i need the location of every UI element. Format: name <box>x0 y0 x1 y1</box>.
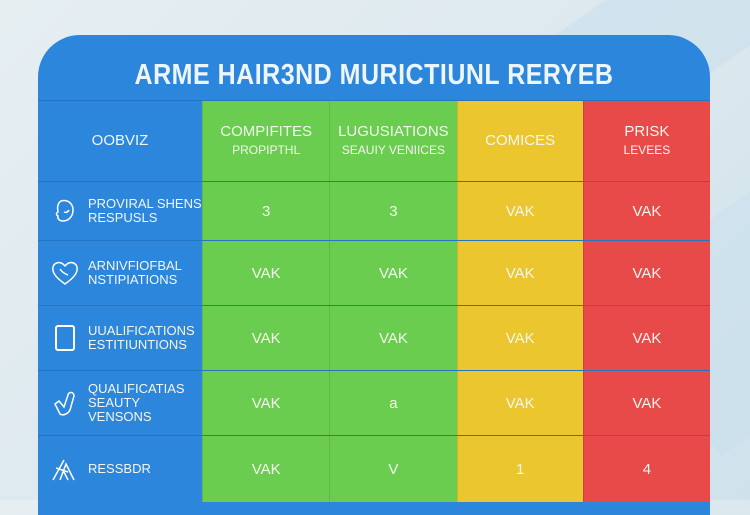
row-label-line1: UUALIFICATIONS <box>88 323 195 338</box>
table-cell: VAK <box>582 241 710 305</box>
row-label: ARNIVFIOFBAL NSTIPIATIONS <box>38 241 203 305</box>
table-cell: VAK <box>329 306 457 370</box>
row-label: PROVIRAL SHENS RESPUSLS <box>38 182 203 240</box>
table-cell: VAK <box>329 241 457 305</box>
table-cell: VAK <box>456 371 583 435</box>
table-cell: VAK <box>582 371 710 435</box>
row-label-text: QUALIFICATIAS SEAUTY VENSONS <box>88 382 202 424</box>
table-cell: VAK <box>456 241 583 305</box>
column-header: COMPIFITES PROPIPTHL <box>202 101 330 181</box>
table-cell: VAK <box>202 241 330 305</box>
table-cell: 3 <box>202 182 330 240</box>
row-label-line1: ARNIVFIOFBAL <box>88 258 182 273</box>
table-cell: 3 <box>329 182 457 240</box>
face-icon <box>50 196 80 226</box>
hand-icon <box>50 388 80 418</box>
table-cell: VAK <box>202 436 330 502</box>
row-label-text: RESSBDR <box>88 462 151 476</box>
tablet-icon <box>50 323 80 353</box>
table-row: QUALIFICATIAS SEAUTY VENSONS VAK a VAK VAK <box>38 370 710 435</box>
table-cell: V <box>329 436 457 502</box>
row-label: RESSBDR <box>38 436 203 502</box>
table-cell: VAK <box>202 306 330 370</box>
column-header: LUGUSIATIONS SEAUIY VENIICES <box>329 101 457 181</box>
row-label: UUALIFICATIONS ESTITIUNTIONS <box>38 306 203 370</box>
row-label-line2: SEAUTY VENSONS <box>88 395 152 424</box>
column-header: COMICES <box>456 101 583 181</box>
row-label-line1: PROVIRAL SHENS <box>88 196 202 211</box>
table-row: ARNIVFIOFBAL NSTIPIATIONS VAK VAK VAK VAK <box>38 240 710 305</box>
column-subtitle: LEVEES <box>623 143 671 157</box>
row-label-line2: NSTIPIATIONS <box>88 272 178 287</box>
table-cell: 4 <box>582 436 710 502</box>
row-label-text: PROVIRAL SHENS RESPUSLS <box>88 197 202 225</box>
row-label-line2: ESTITIUNTIONS <box>88 337 187 352</box>
row-label-line1: RESSBDR <box>88 461 151 476</box>
table-cell: VAK <box>582 182 710 240</box>
column-header: PRISK LEVEES <box>582 101 710 181</box>
column-title: COMICES <box>485 132 556 149</box>
row-label-text: ARNIVFIOFBAL NSTIPIATIONS <box>88 259 182 287</box>
header-label: OOBVIZ <box>38 101 203 181</box>
column-title: LUGUSIATIONS <box>338 123 449 140</box>
row-label-line2: RESPUSLS <box>88 210 158 225</box>
table-cell: VAK <box>456 306 583 370</box>
comparison-table-panel: ARME HAIR3ND MURICTIUNL RERYEB OOBVIZ CO… <box>38 35 710 515</box>
table-row: UUALIFICATIONS ESTITIUNTIONS VAK VAK VAK VAK <box>38 305 710 370</box>
row-label-line1: QUALIFICATIAS <box>88 381 185 396</box>
row-label: QUALIFICATIAS SEAUTY VENSONS <box>38 371 203 435</box>
table-row: PROVIRAL SHENS RESPUSLS 3 3 VAK VAK <box>38 181 710 240</box>
column-title: PRISK <box>624 123 670 140</box>
table-cell: 1 <box>456 436 583 502</box>
comparison-table: OOBVIZ COMPIFITES PROPIPTHL LUGUSIATIONS S… <box>38 100 710 502</box>
header-row: OOBVIZ COMPIFITES PROPIPTHL LUGUSIATIONS S… <box>38 100 710 181</box>
table-cell: VAK <box>456 182 583 240</box>
table-cell: VAK <box>582 306 710 370</box>
row-label-text: UUALIFICATIONS ESTITIUNTIONS <box>88 324 195 352</box>
table-cell: a <box>329 371 457 435</box>
column-title: COMPIFITES <box>220 123 312 140</box>
heart-icon <box>50 258 80 288</box>
column-subtitle: SEAUIY VENIICES <box>341 143 445 157</box>
scissors-icon <box>50 454 80 484</box>
table-cell: VAK <box>202 371 330 435</box>
table-row: RESSBDR VAK V 1 4 <box>38 435 710 502</box>
column-subtitle: PROPIPTHL <box>232 143 301 157</box>
table-title: ARME HAIR3ND MURICTIUNL RERYEB <box>134 58 614 92</box>
